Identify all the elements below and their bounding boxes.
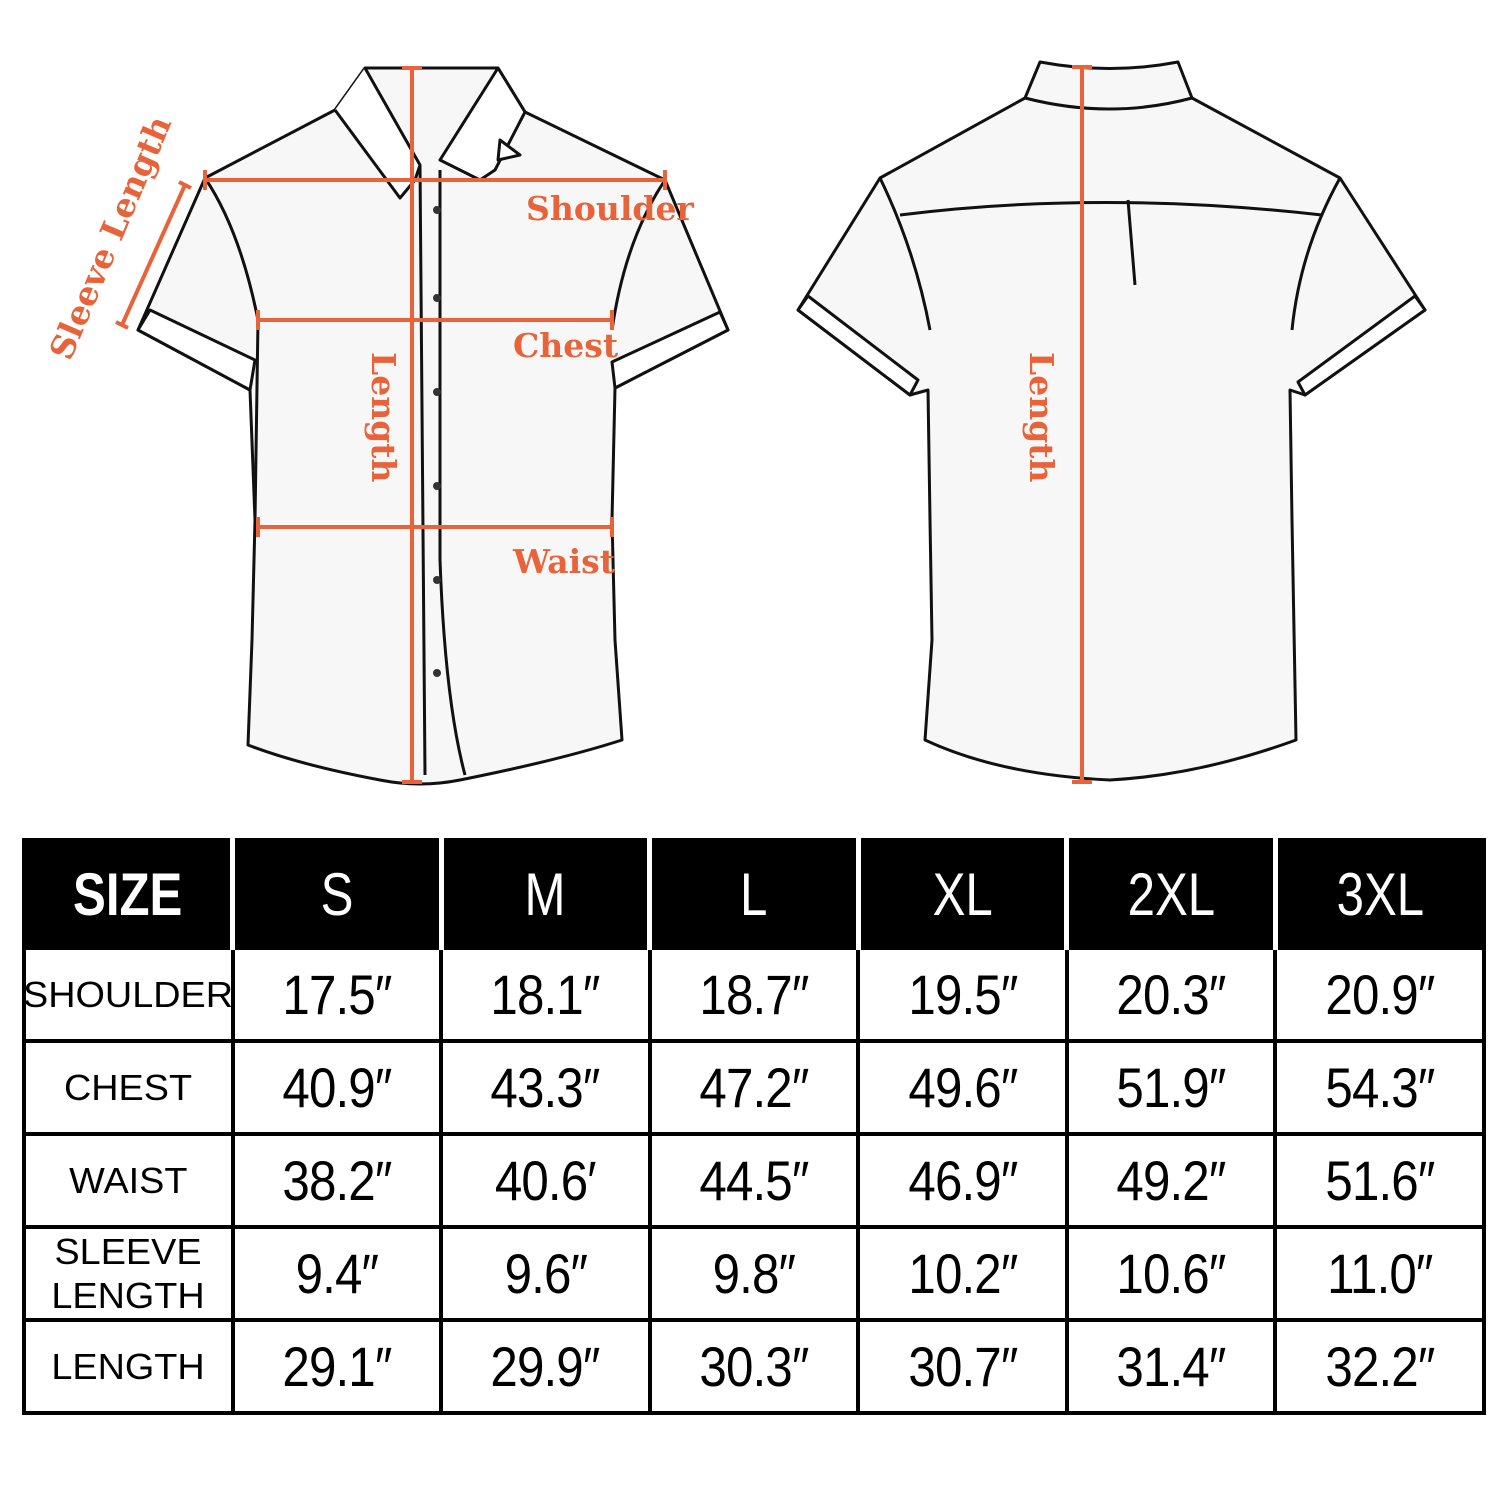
- size-value-cell: 29.9″: [439, 1318, 652, 1415]
- table-row: SHOULDER 17.5″ 18.1″ 18.7″ 19.5″ 20.3″ 20.9″: [22, 946, 1486, 1043]
- table-row: LENGTH 29.1″ 29.9″ 30.3″ 30.7″ 31.4″ 32.2″: [22, 1318, 1486, 1415]
- size-value-cell: 40.6′: [439, 1132, 652, 1229]
- header-3xl: 3XL: [1272, 838, 1486, 950]
- size-value-cell: 51.9″: [1064, 1039, 1278, 1136]
- size-value-cell: 9.8″: [647, 1225, 861, 1322]
- front-shirt-drawing: [136, 66, 730, 786]
- size-value-cell: 18.1″: [439, 946, 652, 1043]
- shoulder-label: Shoulder: [526, 189, 694, 228]
- size-value-cell: 49.2″: [1064, 1132, 1278, 1229]
- size-value-cell: 54.3″: [1273, 1039, 1486, 1136]
- size-value-cell: 32.2″: [1273, 1318, 1486, 1415]
- table-row: WAIST 38.2″ 40.6′ 44.5″ 46.9″ 49.2″ 51.6″: [22, 1132, 1486, 1229]
- size-value-cell: 9.4″: [230, 1225, 444, 1322]
- header-xl: XL: [855, 838, 1069, 950]
- table-row: CHEST 40.9″ 43.3″ 47.2″ 49.6″ 51.9″ 54.3″: [22, 1039, 1486, 1136]
- size-value-cell: 10.2″: [856, 1225, 1069, 1322]
- size-value-cell: 29.1″: [230, 1318, 444, 1415]
- size-value-cell: 18.7″: [647, 946, 861, 1043]
- header-row: SIZE S M L XL 2XL 3XL: [22, 838, 1486, 950]
- waist-label: Waist: [512, 542, 616, 581]
- size-value-cell: 46.9″: [856, 1132, 1069, 1229]
- size-value-cell: 31.4″: [1064, 1318, 1278, 1415]
- header-2xl: 2XL: [1064, 838, 1278, 950]
- header-size: SIZE: [22, 838, 235, 950]
- size-value-cell: 51.6″: [1273, 1132, 1486, 1229]
- size-chart-table: SIZE S M L XL 2XL 3XL SHOULDER 17.5″ 18.1″…: [22, 838, 1486, 1415]
- size-value-cell: 19.5″: [856, 946, 1069, 1043]
- size-value-cell: 43.3″: [439, 1039, 652, 1136]
- front-length-label: Length: [364, 352, 403, 483]
- size-value-cell: 44.5″: [647, 1132, 861, 1229]
- header-s: S: [230, 838, 444, 950]
- size-value-cell: 17.5″: [230, 946, 444, 1043]
- header-m: M: [438, 838, 652, 950]
- size-value-cell: 20.9″: [1273, 946, 1486, 1043]
- row-label: CHEST: [22, 1039, 235, 1136]
- back-length-label: Length: [1022, 352, 1061, 483]
- size-value-cell: 38.2″: [230, 1132, 444, 1229]
- shirt-measurement-diagram: Sleeve Length Shoulder Chest Waist Lengt…: [41, 60, 1427, 786]
- back-shirt-drawing: [796, 60, 1427, 782]
- row-label: WAIST: [22, 1132, 235, 1229]
- size-value-cell: 20.3″: [1064, 946, 1278, 1043]
- measurement-lines: [115, 65, 1092, 784]
- header-l: L: [647, 838, 861, 950]
- size-value-cell: 30.3″: [647, 1318, 861, 1415]
- row-label: LENGTH: [22, 1318, 235, 1415]
- chest-label: Chest: [513, 326, 619, 365]
- row-label: SLEEVE LENGTH: [22, 1225, 235, 1322]
- size-value-cell: 9.6″: [439, 1225, 652, 1322]
- table-row: SLEEVE LENGTH 9.4″ 9.6″ 9.8″ 10.2″ 10.6″ 11.0″: [22, 1225, 1486, 1322]
- size-value-cell: 47.2″: [647, 1039, 861, 1136]
- size-value-cell: 30.7″: [856, 1318, 1069, 1415]
- size-value-cell: 49.6″: [856, 1039, 1069, 1136]
- row-label: SHOULDER: [22, 946, 235, 1043]
- size-value-cell: 10.6″: [1064, 1225, 1278, 1322]
- size-value-cell: 40.9″: [230, 1039, 444, 1136]
- size-value-cell: 11.0″: [1273, 1225, 1486, 1322]
